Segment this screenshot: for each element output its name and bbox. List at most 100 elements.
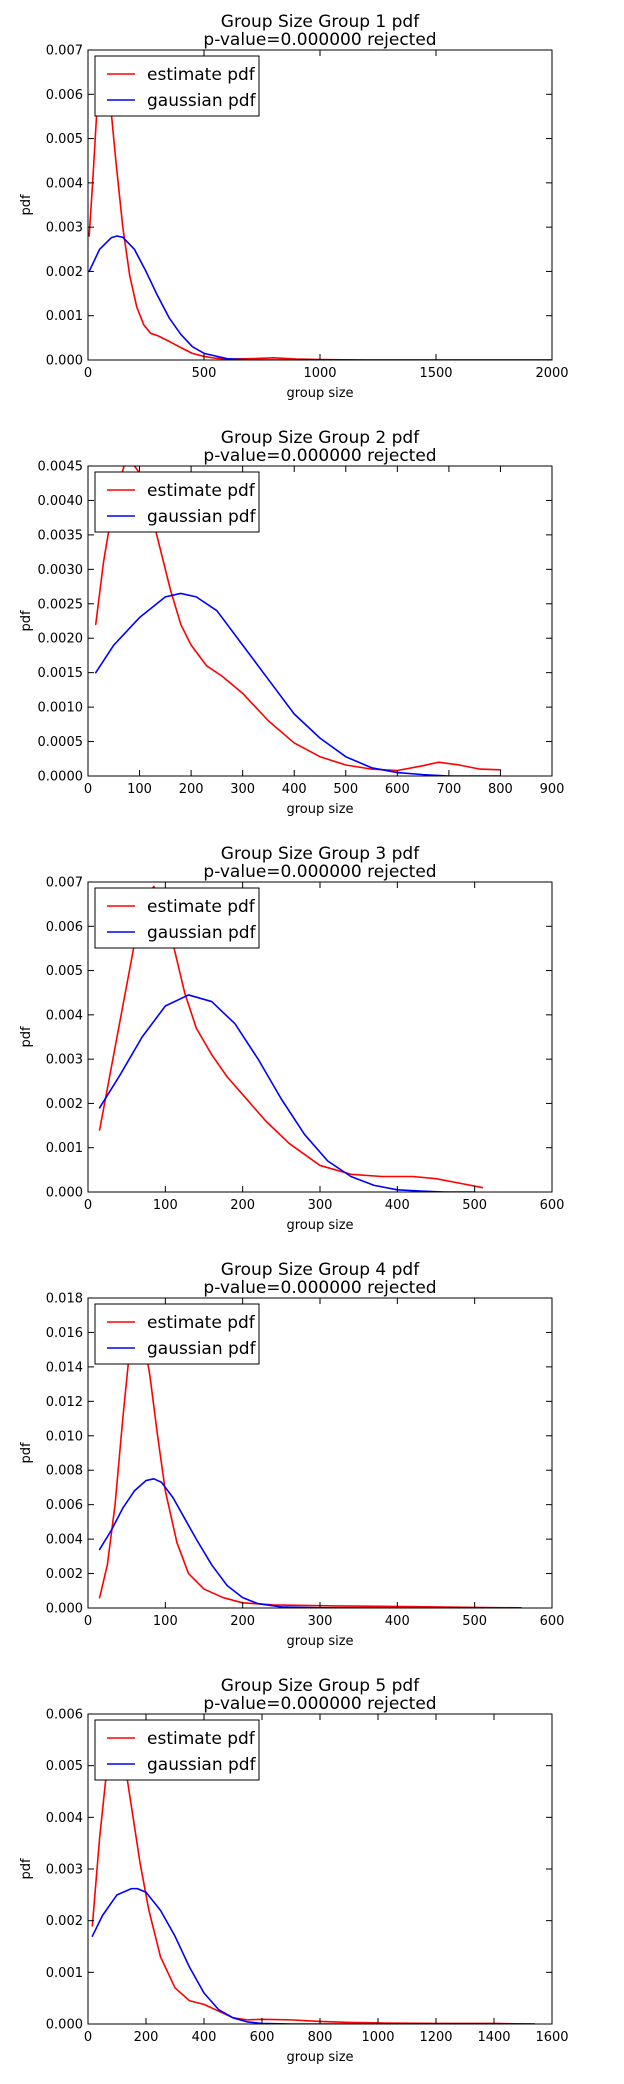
y-tick-label: 0.0015: [38, 666, 84, 681]
series-line-estimate-pdf: [94, 466, 502, 772]
series-line-gaussian-pdf: [91, 1887, 536, 2024]
legend-entry: gaussian pdf: [147, 91, 257, 111]
chart-subtitle: p-value=0.000000 rejected: [203, 446, 436, 466]
x-tick-label: 100: [127, 782, 152, 797]
x-tick-label: 600: [540, 1614, 565, 1629]
x-tick-label: 700: [436, 782, 461, 797]
y-tick-label: 0.002: [46, 1097, 83, 1112]
x-tick-label: 500: [333, 782, 358, 797]
legend-entry: gaussian pdf: [147, 507, 257, 527]
y-tick-label: 0.000: [46, 354, 83, 369]
x-tick-label: 0: [84, 366, 92, 381]
x-tick-label: 200: [230, 1198, 255, 1213]
x-tick-label: 800: [488, 782, 513, 797]
y-tick-label: 0.000: [46, 2018, 83, 2033]
chart-subtitle: p-value=0.000000 rejected: [203, 30, 436, 50]
y-tick-label: 0.003: [46, 1053, 83, 1068]
y-axis-label: pdf: [19, 194, 34, 216]
legend: estimate pdf gaussian pdf: [94, 887, 260, 949]
legend-entry: gaussian pdf: [147, 923, 257, 943]
chart-subtitle: p-value=0.000000 rejected: [203, 1694, 436, 1714]
series-line-gaussian-pdf: [98, 994, 476, 1192]
y-tick-label: 0.002: [46, 1914, 83, 1929]
x-tick-label: 400: [385, 1198, 410, 1213]
y-tick-label: 0.001: [46, 309, 83, 324]
legend: estimate pdf gaussian pdf: [94, 1719, 260, 1781]
y-tick-label: 0.008: [46, 1464, 83, 1479]
y-tick-label: 0.002: [46, 1567, 83, 1582]
y-tick-label: 0.005: [46, 1759, 83, 1774]
y-tick-label: 0.002: [46, 265, 83, 280]
x-tick-label: 0: [84, 2030, 92, 2045]
x-tick-label: 100: [153, 1614, 178, 1629]
y-tick-label: 0.006: [46, 88, 83, 103]
y-tick-label: 0.012: [46, 1395, 83, 1410]
chart-subtitle: p-value=0.000000 rejected: [203, 1278, 436, 1298]
x-tick-label: 300: [308, 1614, 333, 1629]
y-tick-label: 0.005: [46, 964, 83, 979]
x-tick-label: 500: [462, 1614, 487, 1629]
y-tick-label: 0.000: [46, 1602, 83, 1617]
series-line-gaussian-pdf: [88, 235, 552, 360]
legend-box: [94, 55, 260, 117]
x-axis-label: group size: [286, 2050, 353, 2065]
chart-title: Group Size Group 4 pdf: [221, 1260, 420, 1280]
x-tick-label: 200: [230, 1614, 255, 1629]
y-tick-label: 0.0025: [38, 597, 84, 612]
x-tick-label: 2000: [535, 366, 568, 381]
chart-title: Group Size Group 3 pdf: [221, 844, 420, 864]
y-tick-label: 0.007: [46, 876, 83, 891]
y-tick-label: 0.0045: [38, 460, 84, 475]
x-tick-label: 200: [134, 2030, 159, 2045]
legend: estimate pdf gaussian pdf: [94, 1303, 260, 1365]
y-tick-label: 0.001: [46, 1966, 83, 1981]
x-axis-label: group size: [286, 1634, 353, 1649]
x-tick-label: 1000: [303, 366, 336, 381]
legend-box: [94, 1719, 260, 1781]
x-tick-label: 400: [282, 782, 307, 797]
y-tick-label: 0.006: [46, 1498, 83, 1513]
x-tick-label: 1500: [419, 366, 452, 381]
y-tick-label: 0.0030: [38, 563, 84, 578]
y-tick-label: 0.018: [46, 1292, 83, 1307]
x-tick-label: 600: [540, 1198, 565, 1213]
series-line-gaussian-pdf: [98, 1478, 522, 1608]
plot-frame: [87, 465, 553, 777]
x-tick-label: 1600: [535, 2030, 568, 2045]
y-axis-label: pdf: [19, 610, 34, 632]
series-line-gaussian-pdf: [94, 592, 502, 776]
y-tick-label: 0.0035: [38, 528, 84, 543]
x-tick-label: 300: [230, 782, 255, 797]
x-tick-label: 300: [308, 1198, 333, 1213]
legend-entry: gaussian pdf: [147, 1755, 257, 1775]
legend-entry: estimate pdf: [147, 1729, 256, 1749]
chart-title: Group Size Group 5 pdf: [221, 1676, 420, 1696]
x-axis-label: group size: [286, 802, 353, 817]
x-axis-label: group size: [286, 386, 353, 401]
y-tick-label: 0.004: [46, 1533, 83, 1548]
y-tick-label: 0.006: [46, 920, 83, 935]
legend-entry: estimate pdf: [147, 1313, 256, 1333]
legend-box: [94, 887, 260, 949]
x-tick-label: 400: [385, 1614, 410, 1629]
x-tick-label: 200: [179, 782, 204, 797]
chart-title: Group Size Group 1 pdf: [221, 12, 420, 32]
x-tick-label: 1000: [361, 2030, 394, 2045]
legend: estimate pdf gaussian pdf: [94, 55, 260, 117]
x-tick-label: 600: [250, 2030, 275, 2045]
x-tick-label: 600: [385, 782, 410, 797]
x-tick-label: 500: [192, 366, 217, 381]
y-tick-label: 0.0000: [38, 770, 84, 785]
y-tick-label: 0.001: [46, 1141, 83, 1156]
x-tick-label: 500: [462, 1198, 487, 1213]
y-axis-label: pdf: [19, 1858, 34, 1880]
legend: estimate pdf gaussian pdf: [94, 471, 260, 533]
y-tick-label: 0.003: [46, 1863, 83, 1878]
legend-box: [94, 471, 260, 533]
x-tick-label: 800: [308, 2030, 333, 2045]
